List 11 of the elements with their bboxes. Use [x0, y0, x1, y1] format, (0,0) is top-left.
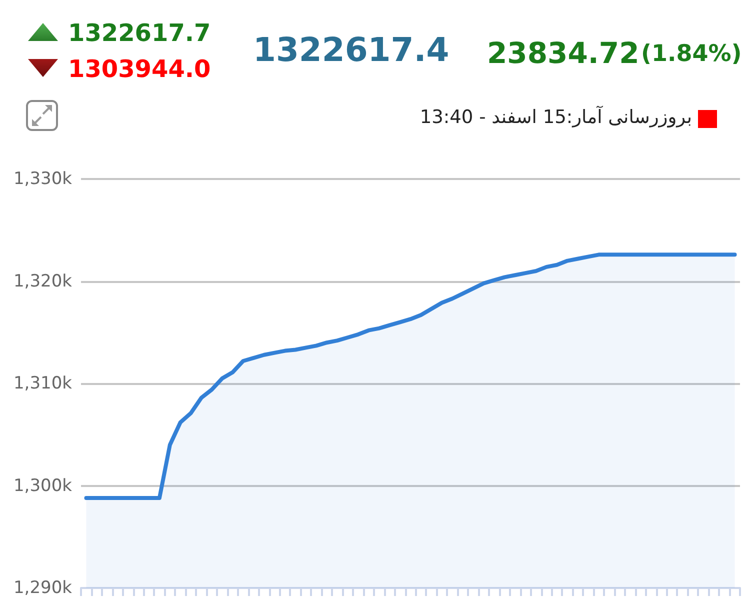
y-tick-label: 1,310k — [13, 374, 72, 394]
y-tick-label: 1,330k — [13, 169, 72, 189]
y-tick-label: 1,290k — [13, 578, 72, 598]
y-tick-label: 1,300k — [13, 476, 72, 496]
text: 23834.72 — [487, 36, 640, 70]
chart-title: 1322617.4 — [253, 30, 450, 69]
text: بروزرسانی آمار:15 اسفند - 13:40 — [420, 107, 692, 128]
text: 1322617.7 — [68, 19, 211, 47]
text: 1303944.0 — [68, 55, 211, 83]
y-tick-label: 1,320k — [13, 271, 72, 292]
text: (1.84%) — [641, 41, 742, 67]
